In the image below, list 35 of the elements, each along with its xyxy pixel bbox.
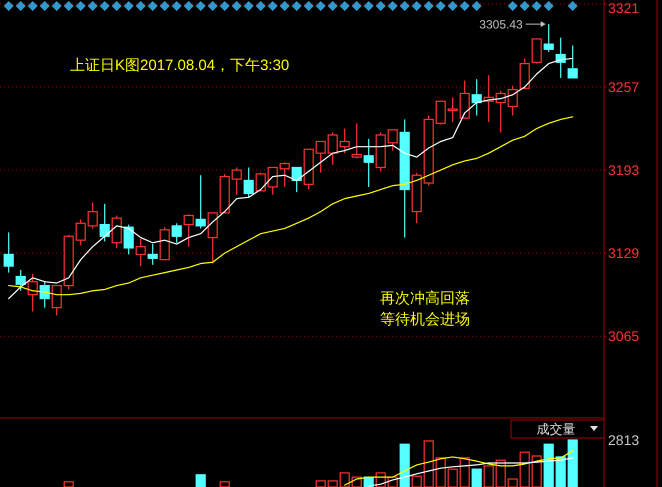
candlestick — [136, 238, 146, 267]
candlestick — [292, 166, 302, 193]
candlestick — [184, 214, 194, 248]
bar — [64, 481, 74, 487]
candlestick — [532, 38, 542, 64]
y-tick-label: 3065 — [608, 328, 640, 344]
candlestick — [568, 44, 578, 78]
y-tick-label: 3193 — [608, 162, 640, 178]
candlestick — [544, 24, 554, 53]
candlestick — [100, 203, 110, 242]
y-tick-label: 3257 — [608, 78, 640, 95]
y-tick-label: 3321 — [608, 0, 640, 16]
annotation: 3305.43 — [479, 17, 524, 32]
annotation: 再次冲高回落 — [380, 290, 470, 307]
candlestick — [16, 269, 26, 292]
candlestick — [172, 222, 182, 244]
candlestick — [364, 138, 374, 188]
text: 上证日K图2017.08.04，下午3:30 — [70, 57, 290, 74]
candlestick — [124, 224, 134, 256]
candlestick — [196, 174, 206, 230]
candlestick — [244, 166, 254, 198]
y-tick-label: 3129 — [608, 245, 640, 262]
bar — [196, 474, 206, 487]
candlestick — [28, 273, 38, 312]
candlestick — [40, 281, 50, 308]
annotation: 等待机会进场 — [380, 311, 470, 328]
bar — [400, 444, 410, 487]
text: 成交量 — [536, 422, 576, 437]
candlestick — [472, 78, 482, 116]
candlestick — [148, 243, 158, 266]
text: 2813 — [608, 432, 640, 448]
candlestick — [352, 122, 362, 159]
bar — [220, 481, 230, 487]
candlestick — [4, 232, 14, 274]
bar — [472, 468, 482, 487]
